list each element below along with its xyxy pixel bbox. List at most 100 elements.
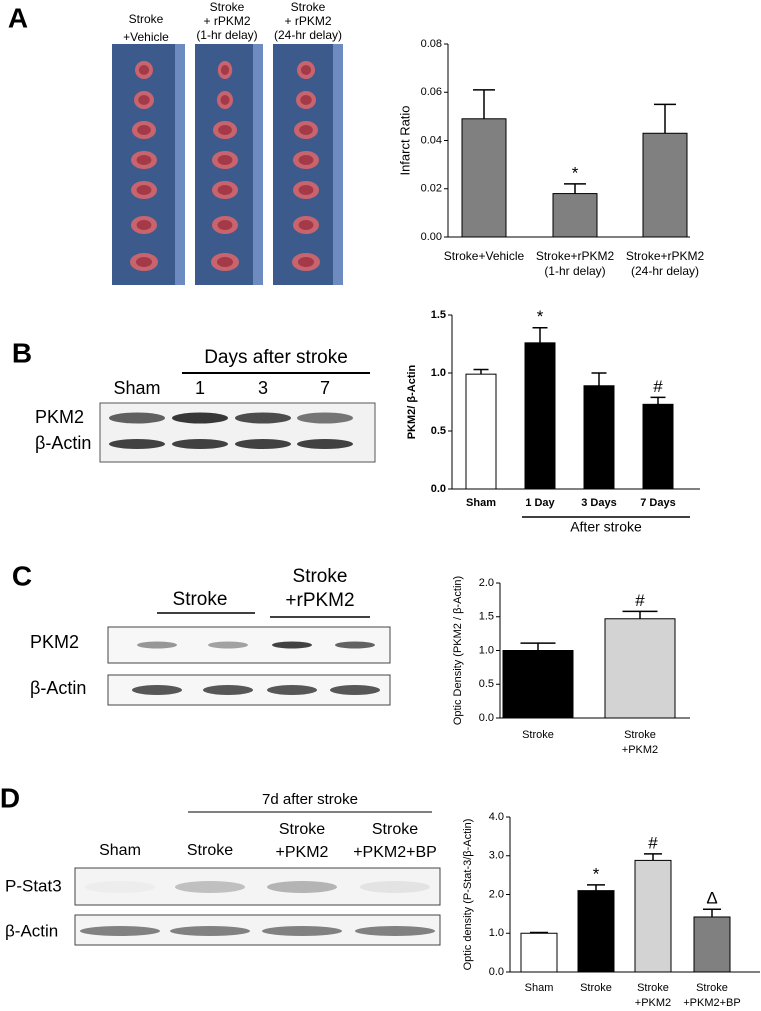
- x-tick-label: (24-hr delay): [631, 264, 699, 278]
- lane-label: +PKM2: [276, 844, 329, 861]
- x-tick-label: +PKM2: [622, 744, 658, 756]
- x-tick-label: +PKM2+BP: [683, 997, 740, 1009]
- blot-band: [272, 641, 312, 649]
- y-tick-label: 1.5: [479, 611, 494, 623]
- y-tick-label: 4.0: [489, 811, 504, 823]
- y-tick-label: 3.0: [489, 850, 504, 862]
- slice-core: [298, 155, 314, 165]
- bar: [461, 118, 507, 238]
- slice-core: [300, 65, 312, 75]
- y-tick-label: 0.04: [421, 134, 442, 146]
- x-tick-label: Stroke+rPKM2: [626, 249, 705, 263]
- x-tick-label: Sham: [466, 497, 496, 509]
- x-tick-label: Stroke+rPKM2: [536, 249, 615, 263]
- row-label: P-Stat3: [5, 876, 62, 895]
- group-label: +rPKM2: [285, 590, 354, 611]
- row-label: β-Actin: [5, 921, 58, 940]
- y-tick-label: 0.00: [421, 231, 442, 243]
- x-tick-label: Stroke: [580, 982, 612, 994]
- ruler: [333, 44, 343, 285]
- group-label: After stroke: [570, 519, 642, 535]
- y-tick-label: 1.0: [479, 644, 494, 656]
- slice-core: [138, 95, 150, 105]
- bar: [524, 342, 556, 490]
- y-axis-label-group: Optic Density (PKM2 / β-Actin): [452, 576, 464, 725]
- bar: [583, 385, 615, 490]
- x-tick-label: Stroke: [696, 982, 728, 994]
- y-axis-label: Infarct Ratio: [397, 105, 412, 175]
- slice-core: [300, 95, 312, 105]
- x-tick-label: Stroke+Vehicle: [444, 249, 525, 263]
- annotation: *: [572, 163, 579, 182]
- annotation: #: [635, 591, 645, 610]
- lane-label: 1: [195, 378, 205, 398]
- y-tick-label: 1.0: [489, 927, 504, 939]
- lane-label: Sham: [113, 378, 160, 398]
- blot-band: [109, 412, 165, 424]
- group-label: (1-hr delay): [196, 28, 257, 42]
- blot-band: [208, 641, 248, 649]
- blot-band: [172, 412, 228, 424]
- slice-core: [298, 220, 314, 230]
- blot-band: [85, 881, 155, 893]
- blot-band: [267, 685, 317, 695]
- row-label: β-Actin: [35, 433, 91, 453]
- bar: [520, 932, 558, 973]
- bar: [604, 618, 676, 719]
- slice-core: [217, 220, 233, 230]
- group-label: Stroke: [129, 12, 164, 26]
- blot-band: [109, 439, 165, 449]
- row-label: PKM2: [35, 407, 84, 427]
- blot-header: 7d after stroke: [262, 791, 358, 808]
- annotation: #: [648, 833, 658, 852]
- slice-core: [298, 185, 314, 195]
- x-tick-label: 1 Day: [525, 497, 555, 509]
- row-label: β-Actin: [30, 678, 86, 698]
- slice-core: [136, 185, 152, 195]
- blot-band: [360, 881, 430, 893]
- x-tick-label: Stroke: [522, 729, 554, 741]
- y-tick-label: 0.02: [421, 183, 442, 195]
- lane-label: +PKM2+BP: [353, 844, 437, 861]
- blot-header: Days after stroke: [204, 347, 348, 368]
- blot-band: [235, 412, 291, 424]
- bar: [642, 403, 674, 490]
- blot-box: [74, 867, 441, 906]
- panel-letter: C: [12, 560, 32, 591]
- y-tick-label: 2.0: [489, 888, 504, 900]
- bar: [465, 373, 497, 490]
- slice-core: [217, 257, 233, 267]
- group-label: Stroke: [293, 566, 348, 587]
- blot-band: [297, 412, 353, 424]
- slice-core: [217, 155, 233, 165]
- y-tick-label: 0.06: [421, 86, 442, 98]
- slice-core: [136, 155, 152, 165]
- group-label: (24-hr delay): [274, 28, 342, 42]
- row-label: PKM2: [30, 632, 79, 652]
- y-tick-label: 1.5: [431, 309, 446, 321]
- bar: [502, 650, 574, 719]
- lane-label: Sham: [99, 842, 141, 859]
- blot-box: [99, 402, 376, 463]
- blot-band: [80, 926, 160, 936]
- annotation: Δ: [706, 889, 717, 908]
- group-label: Stroke: [173, 589, 228, 610]
- lane-label: 7: [320, 378, 330, 398]
- y-axis-label: PKM2/ β-Actin: [406, 364, 418, 439]
- x-tick-label: (1-hr delay): [544, 264, 605, 278]
- bar: [552, 193, 598, 238]
- ruler: [253, 44, 263, 285]
- blot-band: [355, 926, 435, 936]
- panel-letter: D: [0, 782, 20, 813]
- annotation: #: [653, 377, 663, 396]
- y-tick-label: 0.08: [421, 38, 442, 50]
- lane-label: 3: [258, 378, 268, 398]
- bar: [577, 890, 615, 973]
- x-tick-label: 7 Days: [640, 497, 675, 509]
- blot-band: [175, 881, 245, 893]
- x-tick-label: Stroke: [624, 729, 656, 741]
- slice-core: [136, 257, 152, 267]
- y-tick-label: 0.5: [431, 425, 446, 437]
- y-tick-label: 0.0: [479, 712, 494, 724]
